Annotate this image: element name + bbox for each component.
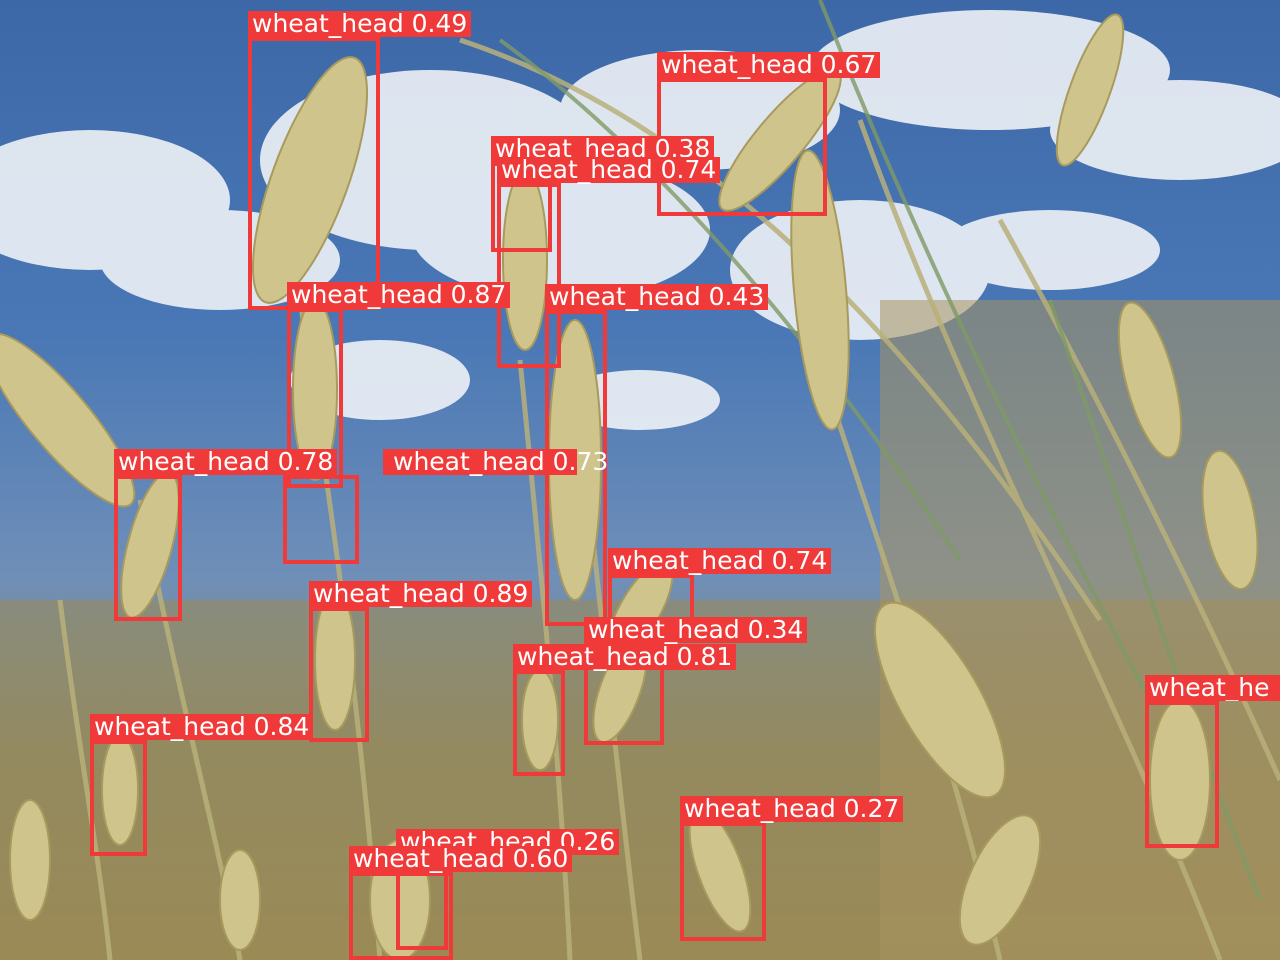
detection-label: wheat_head 0.43 bbox=[545, 284, 769, 310]
detection-label: wheat_head 0.74 bbox=[608, 548, 832, 574]
detection-label: wheat_head 0.78 bbox=[114, 449, 338, 475]
detection-box: wheat_head 0.43 bbox=[545, 284, 769, 626]
detection-label: wheat_head 0.84 bbox=[90, 714, 314, 740]
detection-box: wheat_head 0.87 bbox=[287, 282, 511, 488]
detection-label: wheat_head 0.34 bbox=[584, 617, 808, 643]
detection-label: wheat_head 0.67 bbox=[657, 52, 881, 78]
detection-box: wheat_head 0.73 bbox=[283, 449, 608, 564]
detection-box: wheat_head 0.74 bbox=[608, 548, 832, 634]
detection-box: wheat_he bbox=[1145, 675, 1280, 848]
detection-box: wheat_head 0.34 bbox=[584, 617, 808, 745]
detection-label: wheat_head 0.74 bbox=[497, 157, 721, 183]
detection-box: wheat_head 0.84 bbox=[90, 714, 314, 856]
detection-box: wheat_head 0.74 bbox=[497, 157, 721, 368]
detection-label: wheat_head 0.49 bbox=[248, 11, 472, 37]
detection-box: wheat_head 0.67 bbox=[657, 52, 881, 216]
detection-label: wheat_head 0.60 bbox=[349, 846, 573, 872]
detection-box: wheat_head 0.81 bbox=[513, 644, 737, 776]
detection-label: wheat_head 0.87 bbox=[287, 282, 511, 308]
detection-label: wheat_he bbox=[1145, 675, 1280, 701]
detection-box: wheat_head 0.27 bbox=[680, 796, 904, 941]
detection-box: wheat_head 0.89 bbox=[309, 581, 533, 742]
detection-label: wheat_head 0.89 bbox=[309, 581, 533, 607]
detection-box: wheat_head 0.60 bbox=[349, 846, 573, 960]
detection-label: wheat_head 0.81 bbox=[513, 644, 737, 670]
detection-box: wheat_head 0.49 bbox=[248, 11, 472, 310]
detection-label: wheat_head 0.73 bbox=[383, 449, 608, 475]
detection-label: wheat_head 0.27 bbox=[680, 796, 904, 822]
detection-box: wheat_head 0.78 bbox=[114, 449, 338, 621]
